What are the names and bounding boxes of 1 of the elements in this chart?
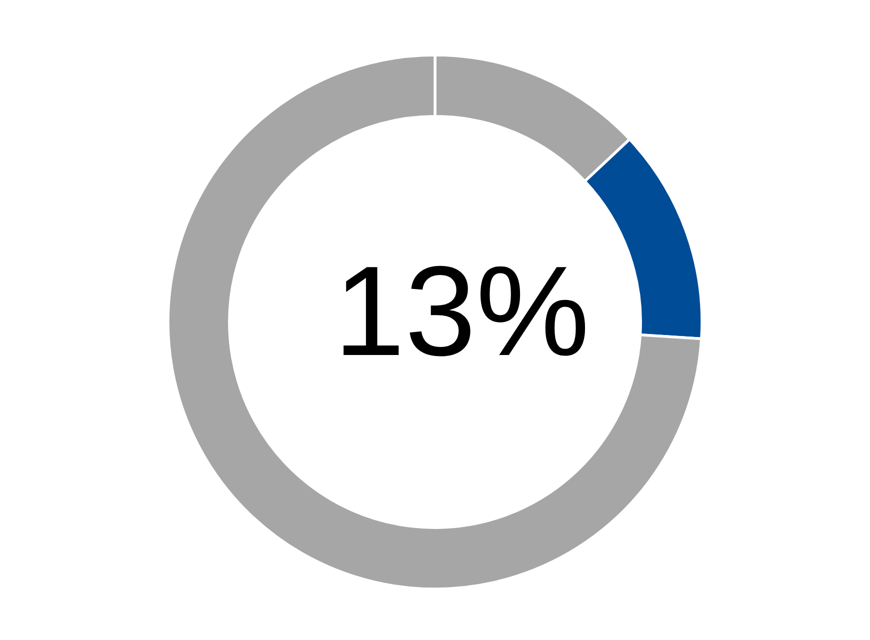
text: 13% <box>344 266 586 356</box>
